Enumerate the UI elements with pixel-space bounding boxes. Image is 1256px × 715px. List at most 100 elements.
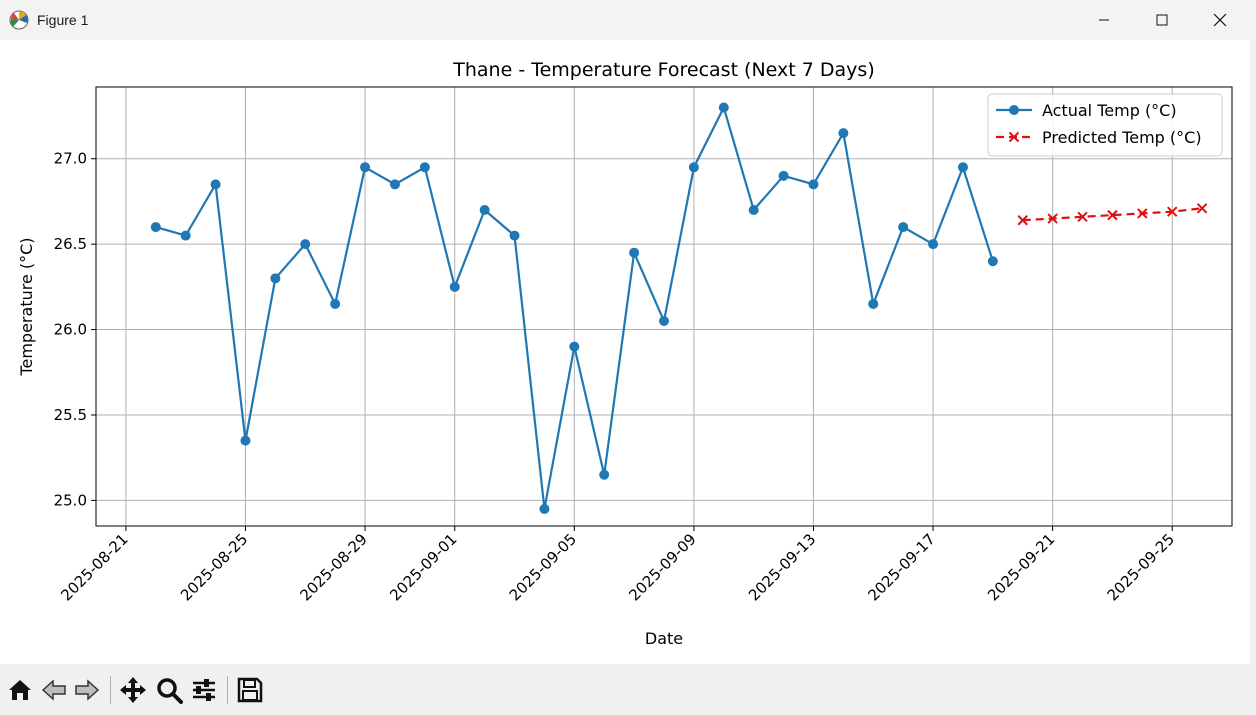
legend-frame [987,93,1223,157]
data-point-actual [868,298,879,309]
window-edge [1250,40,1256,664]
y-tick-label: 26.5 [54,235,87,253]
data-point-actual [718,102,729,113]
data-point-actual [748,204,759,215]
data-point-actual [240,435,251,446]
legend-label-predicted: Predicted Temp (°C) [1042,128,1202,147]
data-point-actual [569,341,580,352]
data-point-actual [360,162,371,173]
data-point-predicted [1107,209,1118,221]
data-point-actual [389,179,400,190]
close-icon [1213,13,1227,27]
data-point-actual [150,222,161,233]
data-point-actual [599,469,610,480]
y-tick-label: 27.0 [54,150,87,168]
data-point-actual [928,239,939,250]
data-point-actual [479,204,490,215]
magnifier-icon [157,678,183,704]
floppy-disk-icon [237,677,263,703]
zoom-button[interactable] [153,674,185,706]
x-tick-label: 2025-09-21 [984,530,1058,604]
data-point-actual [629,247,640,258]
data-point-actual [539,503,550,514]
y-axis-label: Temperature (°C) [17,237,36,376]
chart: 2025-08-21 2025-08-25 2025-08-29 2025-09-01… [17,59,1233,648]
forward-button[interactable] [71,674,103,706]
x-tick-label: 2025-08-21 [57,530,131,604]
back-button[interactable] [38,674,70,706]
forward-arrow-icon [75,679,100,701]
data-point-actual [419,162,430,173]
data-point-predicted [1017,215,1028,226]
toolbar-separator [110,676,111,704]
data-point-actual [778,170,789,181]
data-point-actual [987,256,998,267]
maximize-icon [1156,14,1168,26]
back-arrow-icon [41,679,66,701]
data-point-actual [898,222,909,233]
data-point-predicted [1137,208,1148,219]
x-marker-stroke [1137,208,1148,219]
x-tick-label: 2025-08-29 [297,530,371,604]
x-tick-label: 2025-08-25 [177,530,251,604]
home-icon [9,680,31,700]
x-marker-stroke [1017,215,1028,226]
x-axis-label: Date [645,629,683,648]
data-point-actual [180,230,191,241]
legend-marker-actual [1009,105,1019,115]
move-icon [120,677,146,703]
figure-canvas[interactable]: 2025-08-21 2025-08-25 2025-08-29 2025-09-01… [0,40,1256,664]
x-marker-stroke [1107,209,1118,221]
data-point-actual [808,179,819,190]
x-tick-label: 2025-09-05 [506,530,580,604]
save-button[interactable] [234,674,266,706]
minimize-button[interactable] [1075,0,1133,40]
x-tick-label: 2025-09-01 [386,530,460,604]
legend-label-actual: Actual Temp (°C) [1042,101,1177,120]
sliders-icon [193,679,215,701]
matplotlib-logo-icon [9,10,29,30]
data-point-predicted [1167,206,1178,217]
minimize-icon [1099,19,1109,21]
y-tick-label: 25.0 [54,491,87,509]
title-bar[interactable]: Figure 1 [0,0,1256,40]
pan-button[interactable] [117,674,149,706]
toolbar-separator [227,676,228,704]
x-marker-stroke [1196,203,1208,214]
x-marker-stroke [1047,213,1058,224]
data-point-actual [509,230,520,241]
y-tick-label: 26.0 [54,321,87,339]
x-tick-label: 2025-09-25 [1104,530,1178,604]
data-point-predicted [1047,213,1058,224]
data-point-actual [957,162,968,173]
maximize-button[interactable] [1133,0,1191,40]
data-point-actual [688,162,699,173]
data-point-actual [838,128,849,139]
x-tick-label: 2025-09-17 [865,530,939,604]
home-button[interactable] [4,674,36,706]
data-point-actual [330,298,341,309]
data-point-actual [659,316,669,327]
x-tick-label: 2025-09-09 [625,530,699,604]
axes-frame [95,86,1233,527]
x-marker-stroke [1167,206,1178,217]
chart-title: Thane - Temperature Forecast (Next 7 Day… [452,59,874,81]
data-point-actual [210,179,221,190]
window-title: Figure 1 [37,12,89,28]
legend: Actual Temp (°C) Predicted Temp (°C) [987,93,1223,157]
navigation-toolbar [0,664,1256,715]
x-tick-label: 2025-09-13 [745,530,819,604]
legend-marker-predicted [1008,131,1020,143]
configure-subplots-button[interactable] [188,674,220,706]
data-point-actual [300,239,311,250]
data-point-predicted [1077,211,1088,223]
data-point-actual [270,273,281,284]
x-marker-stroke [1077,211,1088,223]
data-point-actual [449,281,460,292]
close-button[interactable] [1191,0,1249,40]
data-point-predicted [1196,203,1208,214]
plot-area [96,87,1232,526]
y-tick-label: 25.5 [54,406,87,424]
x-marker-stroke [1008,131,1020,143]
